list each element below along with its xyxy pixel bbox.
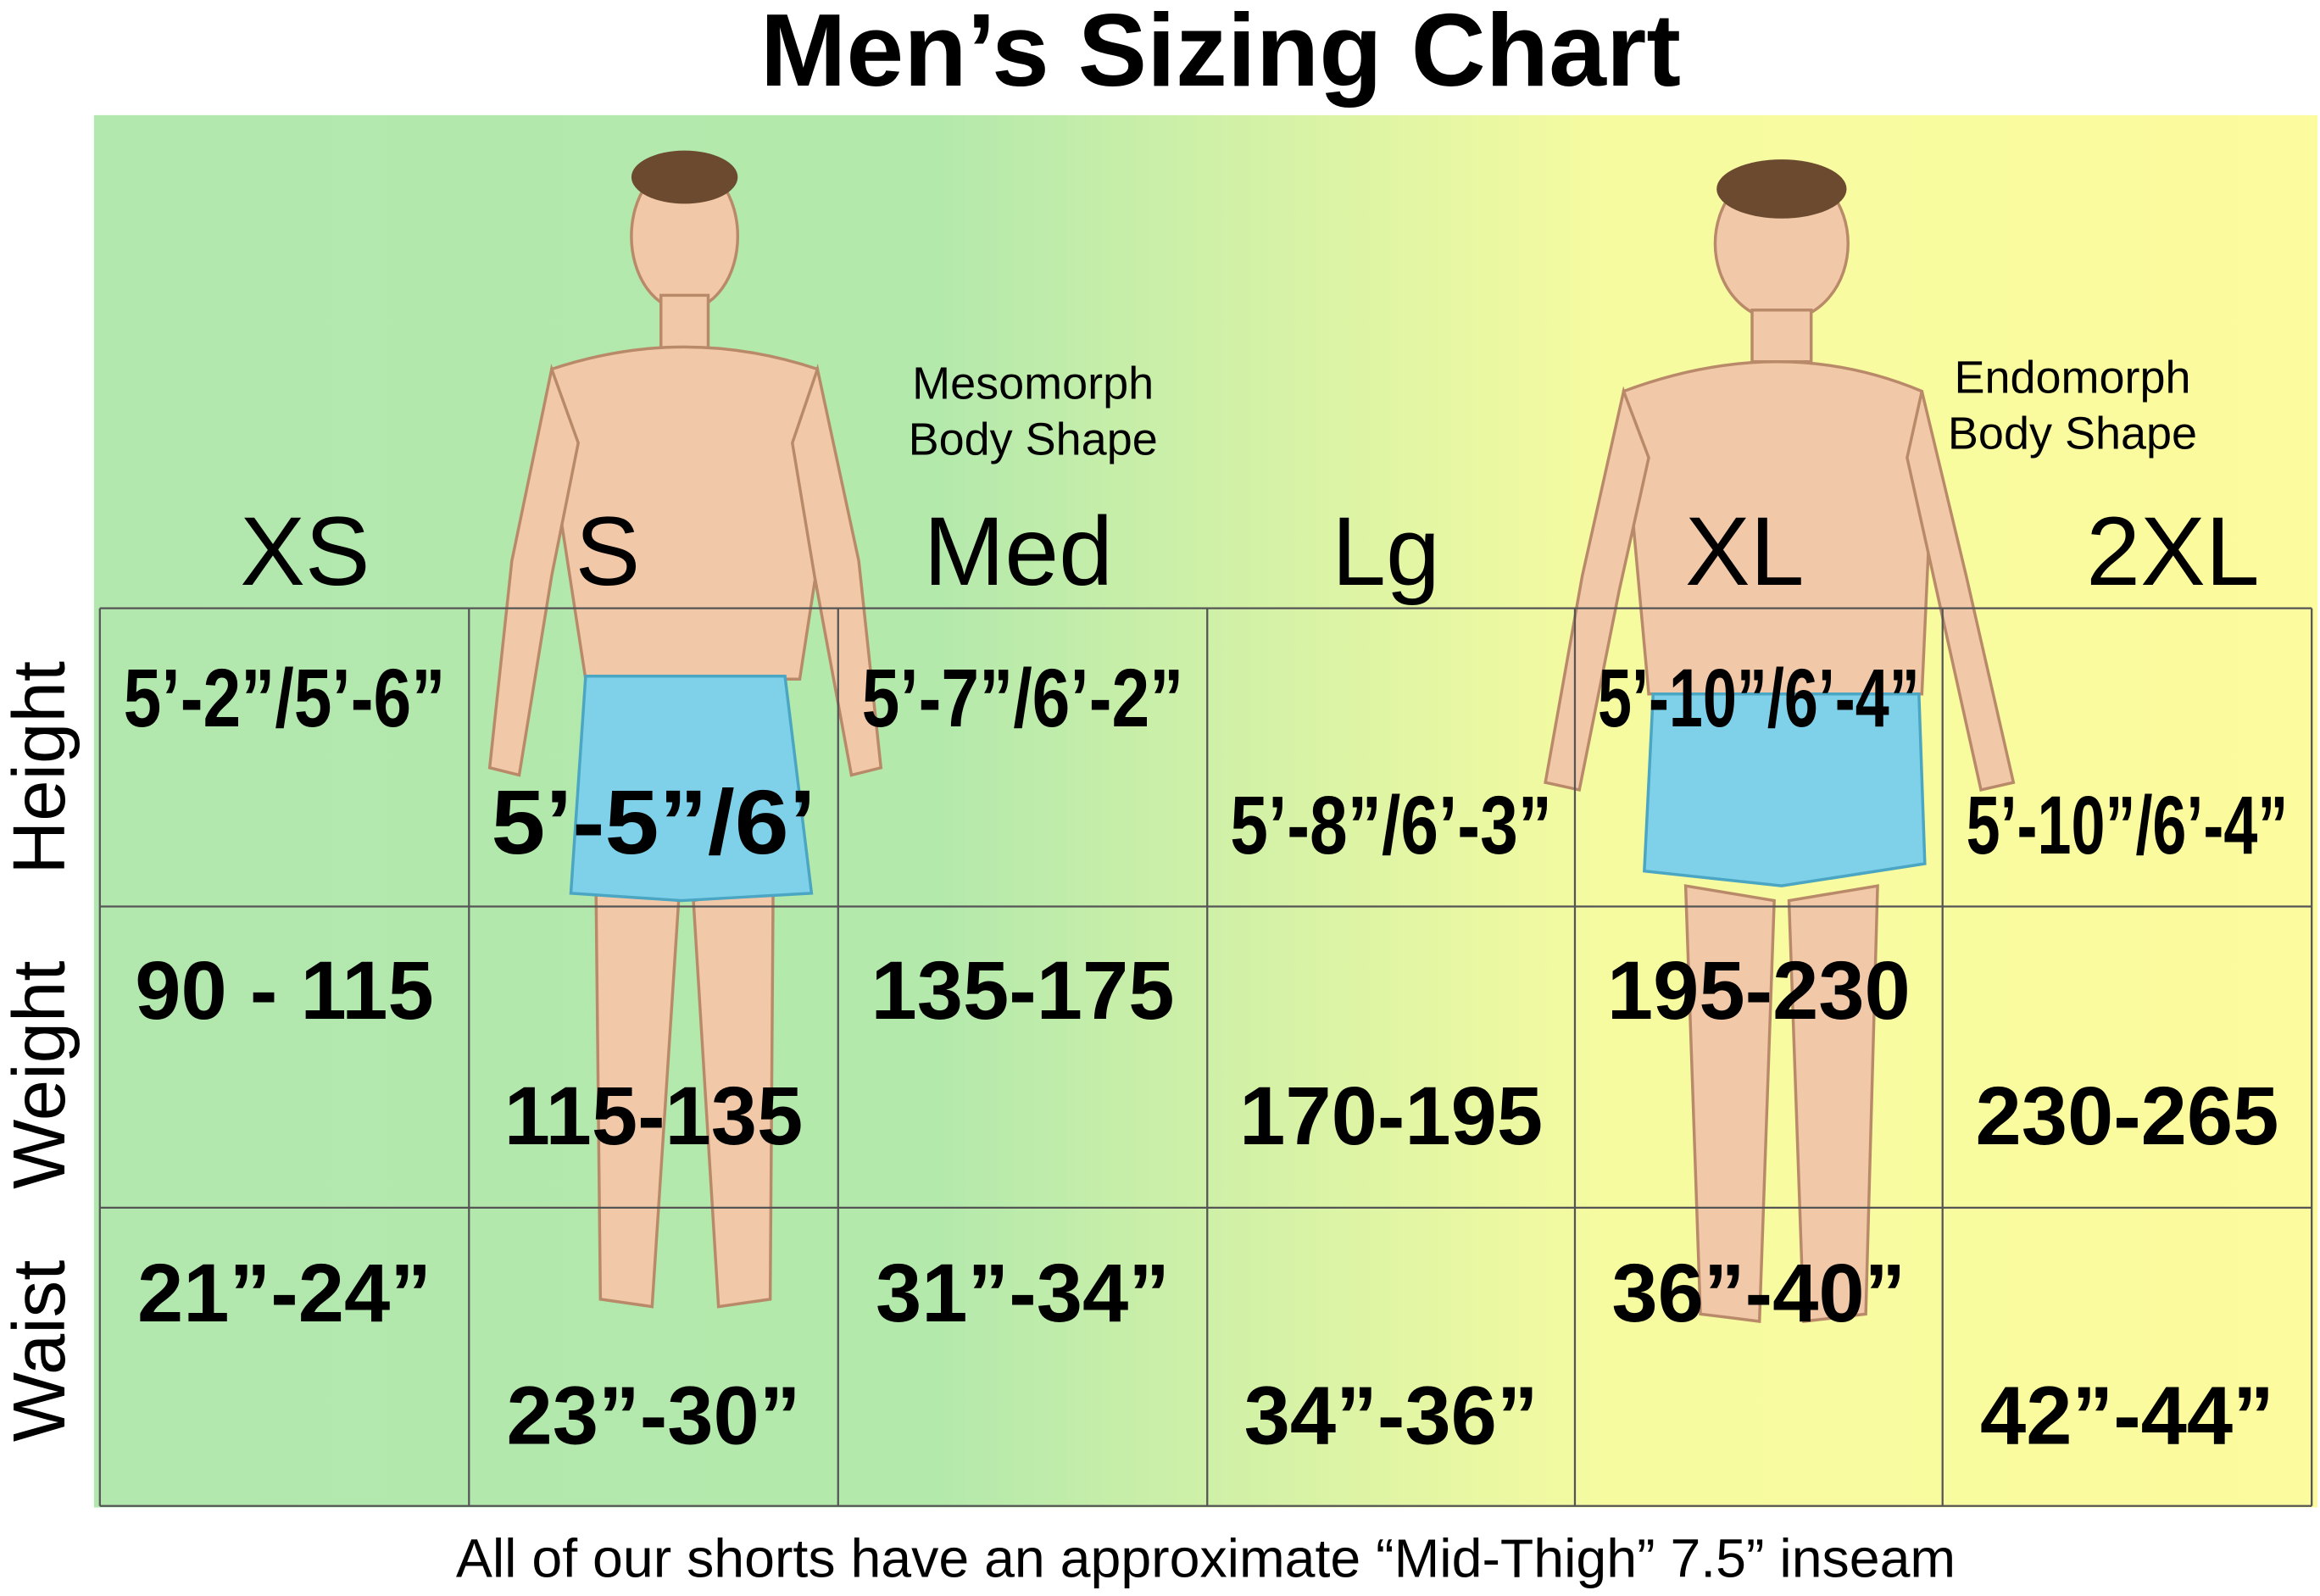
size-header: XS [240,498,370,606]
body-shape-label: Mesomorph Body Shape [909,358,1158,464]
cell-value: 21”-24” [137,1247,431,1339]
cell-value: 230-265 [1975,1070,2278,1162]
cell-value: 5’-10”/6’-4” [1598,652,1920,744]
mesomorph-figure [487,150,883,1309]
cell-value: 170-195 [1239,1070,1543,1162]
cell-value: 195-230 [1607,944,1911,1037]
cell-value: 23”-30” [507,1370,801,1462]
cell-value: 5’-5”/6’ [491,770,815,873]
cell-value: 135-175 [871,944,1175,1037]
cell-value: 5’-8”/6’-3” [1230,779,1552,871]
row-label: Waist [0,1260,81,1442]
endomorph-figure [1544,159,2016,1323]
size-header: XL [1685,498,1805,606]
row-label: Height [0,661,81,875]
cell-value: 5’-2”/5’-6” [124,652,446,744]
body-shape-label: Endomorph Body Shape [1948,352,2197,459]
size-header: Lg [1332,498,1440,606]
cell-value: 36”-40” [1611,1247,1906,1339]
cell-value: 90 - 115 [135,944,434,1037]
cell-value: 42”-44” [1980,1370,2274,1462]
background [93,114,2318,1508]
cell-value: 31”-34” [876,1247,1170,1339]
cell-value: 115-135 [504,1070,804,1162]
cell-value: 5’-10”/6’-4” [1967,779,2289,871]
size-header: Med [923,498,1113,606]
size-header: 2XL [2086,498,2260,606]
row-label: Weight [0,960,81,1188]
table: XS S Med Lg XL 2XL Mesomorph Body Shape Endomorp… [0,352,2313,1507]
title: Men’s Sizing Chart [760,0,1681,108]
cell-value: 34”-36” [1244,1370,1538,1462]
size-header: S [576,498,641,606]
footer: All of our shorts have an approximate “M… [456,1527,1956,1588]
cell-value: 5’-7”/6’-2” [862,652,1184,744]
